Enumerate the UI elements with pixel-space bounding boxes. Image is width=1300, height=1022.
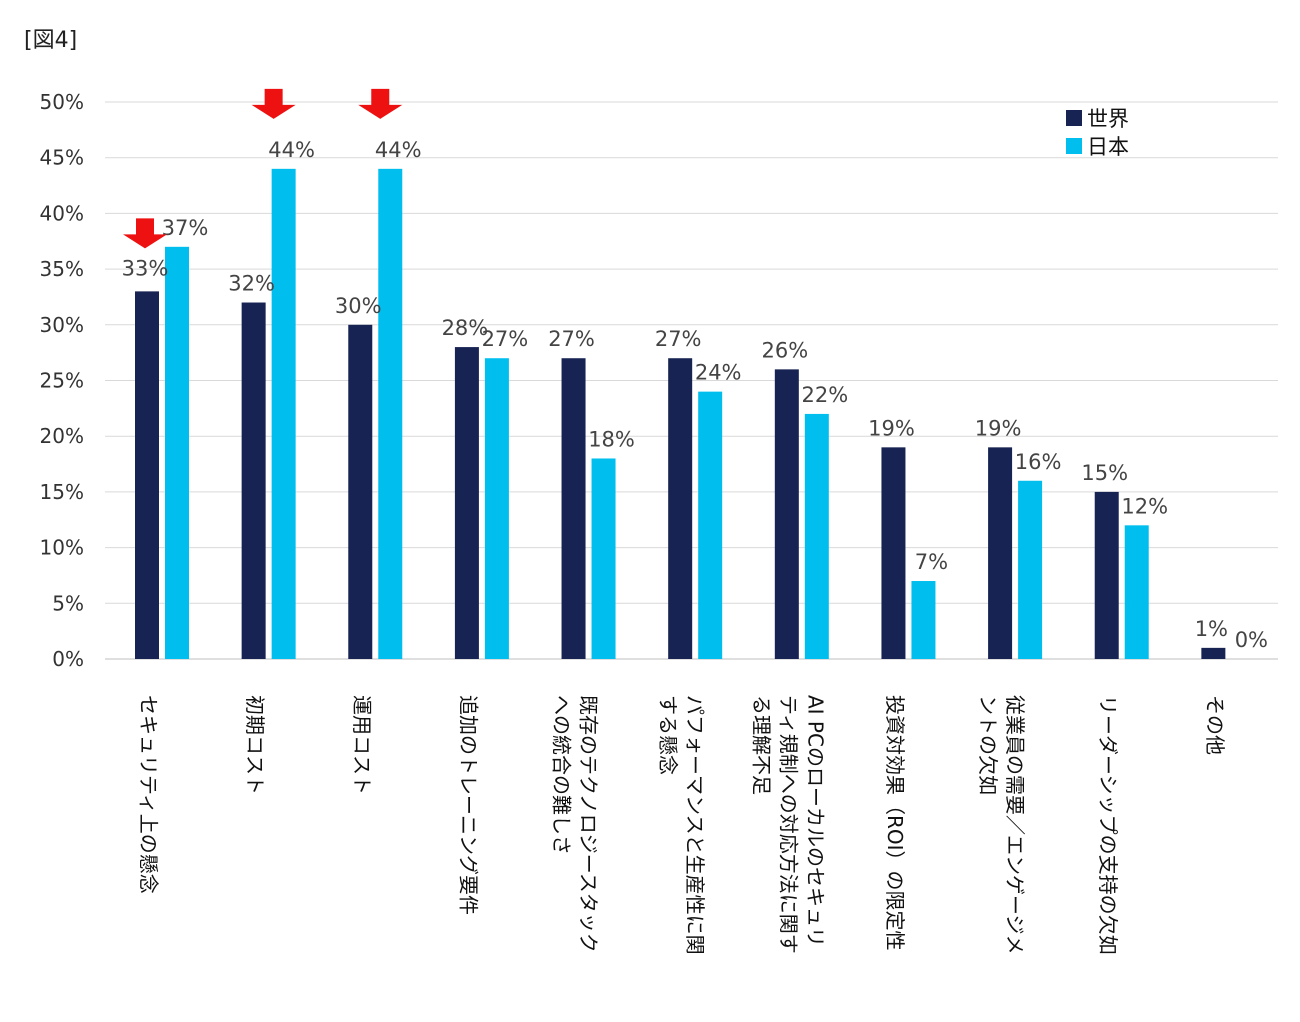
category-label: 追加のトレーニング要件 bbox=[456, 695, 480, 915]
category-label: AI PCのローカルのセキュリ bbox=[803, 695, 827, 947]
legend-swatch-world bbox=[1066, 110, 1082, 126]
data-label-world: 19% bbox=[868, 416, 915, 440]
data-label-world: 15% bbox=[1081, 461, 1128, 485]
category-label: 投資対効果（ROI）の限定性 bbox=[883, 695, 907, 951]
data-label-world: 27% bbox=[548, 327, 595, 351]
data-label-world: 1% bbox=[1195, 617, 1228, 641]
data-label-japan: 0% bbox=[1235, 628, 1268, 652]
category-label: 既存のテクノロジースタック bbox=[577, 695, 601, 953]
bar-japan bbox=[1124, 525, 1149, 659]
category-label: への統合の難しさ bbox=[550, 695, 574, 855]
bar-japan bbox=[378, 168, 403, 659]
bar-world bbox=[988, 447, 1013, 659]
y-tick-label: 5% bbox=[52, 591, 84, 615]
data-label-world: 19% bbox=[975, 416, 1022, 440]
data-label-japan: 24% bbox=[695, 361, 742, 385]
y-tick-label: 25% bbox=[40, 369, 84, 393]
data-labels: 33%37%32%44%30%44%28%27% 27%18%27%24%26%2… bbox=[122, 138, 1268, 652]
category-label: 初期コスト bbox=[243, 695, 267, 795]
highlight-arrow bbox=[123, 218, 167, 249]
bar-japan bbox=[698, 391, 723, 659]
data-label-japan: 27% bbox=[482, 327, 529, 351]
bar-world bbox=[774, 369, 799, 659]
category-label: 従業員の需要／エンゲージメ bbox=[1003, 695, 1027, 955]
bar-world bbox=[881, 447, 906, 659]
bar-japan bbox=[804, 413, 829, 659]
category-label: セキュリティ上の懸念 bbox=[137, 695, 161, 894]
legend-swatch-japan bbox=[1066, 138, 1082, 154]
category-label: ントの欠如 bbox=[976, 695, 1000, 795]
bar-world bbox=[1094, 491, 1119, 659]
legend: 世界 日本 bbox=[1066, 107, 1129, 159]
legend-label-japan: 日本 bbox=[1087, 135, 1129, 159]
y-tick-label: 30% bbox=[40, 313, 84, 337]
data-label-japan: 44% bbox=[375, 138, 422, 162]
highlight-arrows bbox=[123, 88, 403, 249]
data-label-japan: 18% bbox=[588, 427, 635, 451]
legend-label-world: 世界 bbox=[1087, 107, 1129, 131]
bar-japan bbox=[165, 246, 189, 659]
data-label-world: 27% bbox=[655, 327, 702, 351]
category-labels: セキュリティ上の懸念 初期コスト 運用コスト 追加のトレーニング要件 既存のテクノロジー… bbox=[137, 695, 1227, 955]
bar-world bbox=[348, 324, 373, 659]
y-tick-label: 45% bbox=[40, 146, 84, 170]
data-label-world: 28% bbox=[442, 316, 489, 340]
category-label: する懸念 bbox=[656, 695, 680, 775]
bar-japan bbox=[484, 358, 509, 659]
bar-world bbox=[1201, 647, 1226, 659]
data-label-world: 30% bbox=[335, 294, 382, 318]
data-label-world: 33% bbox=[122, 256, 169, 280]
bar-world bbox=[668, 358, 693, 659]
y-axis-ticks: 0% 5% 10% 15% 20% 25% 30% 35% 40% 45% 50% bbox=[40, 90, 84, 671]
y-tick-label: 10% bbox=[40, 536, 84, 560]
data-label-japan: 44% bbox=[268, 138, 315, 162]
data-label-world: 26% bbox=[761, 338, 808, 362]
y-tick-label: 50% bbox=[40, 90, 84, 114]
bar-japan bbox=[1018, 480, 1043, 659]
bar-japan bbox=[591, 458, 616, 659]
category-label: リーダーシップの支持の欠如 bbox=[1096, 695, 1120, 955]
y-tick-label: 15% bbox=[40, 480, 84, 504]
bar-world bbox=[454, 347, 479, 659]
data-label-japan: 16% bbox=[1015, 450, 1062, 474]
bar-japan bbox=[911, 581, 936, 659]
data-label-japan: 7% bbox=[915, 550, 948, 574]
y-tick-label: 35% bbox=[40, 257, 84, 281]
category-label: る理解不足 bbox=[749, 695, 773, 795]
bar-world bbox=[561, 358, 586, 659]
category-label: ティ規制への対応方法に関す bbox=[776, 695, 800, 954]
bars bbox=[135, 168, 1226, 659]
data-label-japan: 12% bbox=[1121, 494, 1168, 518]
data-label-japan: 37% bbox=[162, 216, 209, 240]
y-tick-label: 20% bbox=[40, 424, 84, 448]
category-label: その他 bbox=[1203, 695, 1227, 755]
bar-world bbox=[241, 302, 266, 659]
data-label-japan: 22% bbox=[801, 383, 848, 407]
bar-japan bbox=[271, 168, 296, 659]
category-label: 運用コスト bbox=[350, 695, 374, 795]
data-label-world: 32% bbox=[228, 272, 275, 296]
category-label: パフォーマンスと生産性に関 bbox=[683, 695, 707, 955]
y-tick-label: 0% bbox=[52, 647, 84, 671]
figure-label: [図4] bbox=[24, 28, 78, 53]
highlight-arrow bbox=[358, 88, 403, 119]
bar-world bbox=[135, 291, 159, 659]
y-tick-label: 40% bbox=[40, 201, 84, 225]
highlight-arrow bbox=[251, 88, 296, 119]
